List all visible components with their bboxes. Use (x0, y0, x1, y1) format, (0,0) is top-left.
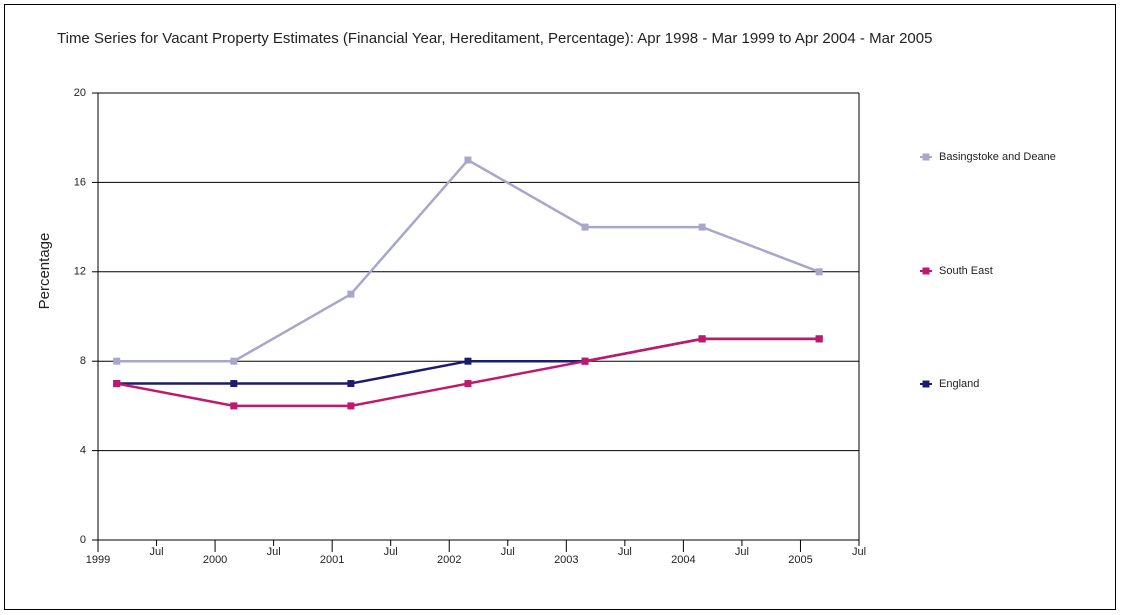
legend-marker (922, 380, 930, 388)
x-tick-label: 2001 (320, 554, 344, 566)
data-point (230, 402, 238, 410)
x-tick-label: 1999 (86, 554, 110, 566)
chart-title: Time Series for Vacant Property Estimate… (57, 30, 933, 47)
legend-label: Basingstoke and Deane (939, 151, 1056, 163)
x-tick-label: Jul (618, 546, 632, 558)
y-tick-label: 16 (74, 176, 86, 188)
y-tick-label: 8 (80, 355, 86, 367)
legend-marker (922, 267, 930, 275)
data-point (464, 357, 472, 365)
x-tick-label: Jul (384, 546, 398, 558)
data-point (698, 335, 706, 343)
data-point (581, 223, 589, 231)
data-point (815, 335, 823, 343)
series-line (116, 158, 820, 363)
x-tick-label: Jul (501, 546, 515, 558)
x-tick-label: Jul (852, 546, 866, 558)
data-point (347, 290, 355, 298)
data-point (113, 380, 121, 388)
y-tick-label: 0 (80, 534, 86, 546)
data-point (581, 357, 589, 365)
data-point (815, 268, 823, 276)
data-point (230, 380, 238, 388)
data-point (347, 380, 355, 388)
x-tick-label: 2005 (788, 554, 812, 566)
y-tick-label: 20 (74, 87, 86, 99)
y-tick-label: 4 (80, 445, 86, 457)
x-tick-label: 2002 (437, 554, 461, 566)
series-line (116, 337, 820, 408)
data-point (113, 357, 121, 365)
y-axis-label: Percentage (36, 233, 53, 310)
x-tick-label: 2004 (671, 554, 695, 566)
data-point (347, 402, 355, 410)
data-point (464, 380, 472, 388)
x-tick-label: 2003 (554, 554, 578, 566)
x-tick-label: Jul (735, 546, 749, 558)
x-tick-label: Jul (150, 546, 164, 558)
data-point (464, 156, 472, 164)
legend-marker (922, 153, 930, 161)
data-point (698, 223, 706, 231)
legend-label: South East (939, 265, 993, 277)
y-tick-label: 12 (74, 266, 86, 278)
x-tick-label: Jul (267, 546, 281, 558)
frame (4, 4, 1116, 610)
data-point (230, 357, 238, 365)
legend-label: England (939, 378, 979, 390)
x-tick-label: 2000 (203, 554, 227, 566)
